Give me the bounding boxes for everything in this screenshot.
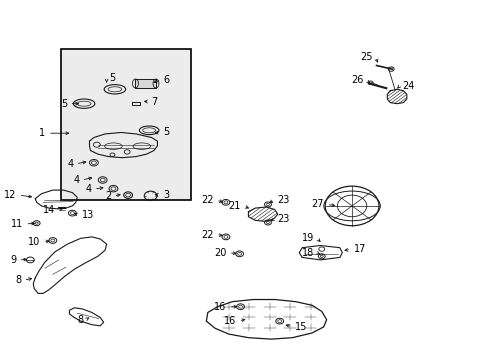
Text: 2: 2 <box>104 191 111 201</box>
Text: 22: 22 <box>201 195 213 205</box>
Text: 4: 4 <box>85 184 91 194</box>
Text: 5: 5 <box>109 73 115 84</box>
Text: 10: 10 <box>28 237 41 247</box>
Text: 5: 5 <box>61 99 67 109</box>
Text: 27: 27 <box>311 199 324 210</box>
Text: 14: 14 <box>43 204 55 215</box>
Text: 11: 11 <box>11 219 23 229</box>
Text: 4: 4 <box>73 175 79 185</box>
Text: 19: 19 <box>302 233 314 243</box>
Bar <box>61 49 190 200</box>
Text: 25: 25 <box>360 52 372 62</box>
Text: 9: 9 <box>10 255 16 265</box>
Text: 3: 3 <box>163 190 169 200</box>
Text: 16: 16 <box>224 316 236 326</box>
Text: 7: 7 <box>151 96 158 107</box>
Text: 22: 22 <box>201 230 213 240</box>
Text: 24: 24 <box>402 81 414 91</box>
Text: 15: 15 <box>294 322 306 332</box>
Text: 13: 13 <box>81 210 94 220</box>
Text: 8: 8 <box>15 275 21 285</box>
Text: 20: 20 <box>214 248 226 258</box>
Text: 4: 4 <box>67 159 73 169</box>
Bar <box>135 79 156 88</box>
Text: 18: 18 <box>302 248 314 258</box>
Text: 23: 23 <box>277 214 289 224</box>
Text: 16: 16 <box>214 302 226 312</box>
Text: 1: 1 <box>39 128 45 138</box>
Text: 23: 23 <box>277 195 289 205</box>
Text: 26: 26 <box>350 75 363 85</box>
Text: 5: 5 <box>163 127 169 138</box>
Text: 17: 17 <box>353 244 365 254</box>
Text: 8: 8 <box>77 315 83 325</box>
Text: 12: 12 <box>4 190 16 200</box>
Text: 6: 6 <box>163 75 170 85</box>
Text: 21: 21 <box>228 201 241 211</box>
